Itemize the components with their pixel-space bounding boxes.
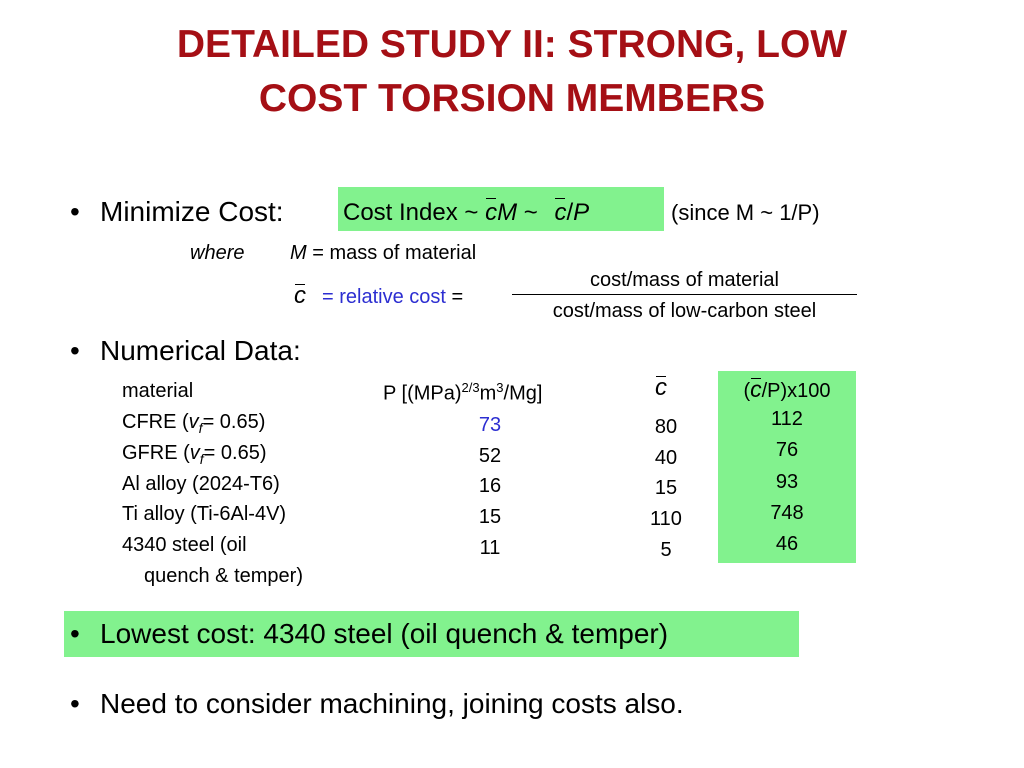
row-p-al: 16	[478, 475, 502, 497]
mass-definition: M = mass of material	[290, 242, 476, 265]
header-p: P [(MPa)2/3m3/Mg]	[383, 380, 542, 406]
fraction-line	[512, 294, 857, 295]
header-p-mid: m	[479, 382, 497, 405]
relative-cost-text: relative cost	[339, 286, 446, 308]
c-bar-symbol-3: c	[294, 282, 306, 309]
slide-title-line2: COST TORSION MEMBERS	[258, 77, 766, 120]
numerical-data-bullet: • Numerical Data:	[70, 335, 301, 367]
c-bar-symbol-5: c	[750, 376, 762, 402]
tilde-symbol: ~	[523, 199, 538, 226]
row-ratio-al: 93	[775, 471, 799, 493]
row-material-steel-cont: quench & temper)	[144, 565, 303, 587]
c-bar-symbol-2: c	[554, 196, 566, 230]
slash-symbol: /	[566, 199, 574, 226]
c-bar-definition-symbol: c	[294, 282, 306, 310]
cfre-fraction: = 0.65)	[202, 411, 266, 433]
cost-index-expression: Cost Index ~ cM ~ c/P	[343, 196, 589, 230]
minimize-cost-bullet: • Minimize Cost:	[70, 196, 284, 228]
gfre-fraction: = 0.65)	[203, 442, 267, 464]
row-ratio-gfre: 76	[775, 439, 799, 461]
lowest-cost-bullet: • Lowest cost: 4340 steel (oil quench & t…	[70, 618, 668, 650]
bullet-dot: •	[70, 335, 80, 366]
row-c-gfre: 40	[654, 447, 678, 469]
row-p-cfre: 73	[478, 414, 502, 436]
row-c-ti: 110	[650, 508, 682, 530]
c-bar-symbol: c	[485, 196, 497, 230]
numerical-data-label: Numerical Data:	[100, 335, 301, 366]
cost-index-prefix: Cost Index ~	[343, 199, 479, 226]
row-p-ti: 15	[478, 506, 502, 528]
row-c-al: 15	[654, 477, 678, 499]
vf-subscript: f	[198, 420, 203, 436]
vf-variable: v	[188, 411, 199, 433]
row-p-gfre: 52	[478, 445, 502, 467]
header-p-exp2: 3	[496, 380, 504, 395]
header-ratio-open: (	[743, 380, 751, 402]
vf-variable: v	[189, 442, 200, 464]
bullet-dot: •	[70, 688, 80, 719]
equals-sign-1: =	[322, 286, 334, 308]
row-material-al: Al alloy (2024-T6)	[122, 473, 280, 495]
row-material-steel: 4340 steel (oil	[122, 534, 247, 556]
c-bar-symbol-4: c	[655, 374, 667, 401]
slide-title-line1: DETAILED STUDY II: STRONG, LOW	[176, 23, 848, 66]
row-ratio-steel: 46	[775, 533, 799, 555]
header-p-exp1: 2/3	[461, 380, 480, 395]
m-symbol: M	[497, 199, 518, 226]
row-material-gfre: GFRE (vf= 0.65)	[122, 442, 267, 467]
row-material-ti: Ti alloy (Ti-6Al-4V)	[122, 503, 287, 525]
ratio-column-highlight	[718, 371, 856, 563]
cost-index-highlight	[338, 187, 664, 231]
minimize-cost-label: Minimize Cost:	[100, 196, 284, 227]
header-material: material	[122, 380, 194, 402]
fraction-denominator: cost/mass of low-carbon steel	[552, 300, 817, 322]
vf-subscript: f	[199, 451, 204, 467]
row-ratio-ti: 748	[770, 502, 804, 524]
gfre-name: GFRE (	[122, 442, 190, 464]
header-p-suffix: /Mg]	[503, 382, 543, 405]
relative-cost-label: = relative cost =	[322, 286, 463, 309]
m-variable: M	[290, 242, 307, 264]
lowest-cost-highlight	[64, 611, 799, 657]
row-c-cfre: 80	[654, 416, 678, 438]
equals-sign-2: =	[451, 286, 464, 308]
row-c-steel: 5	[660, 539, 672, 561]
bullet-dot: •	[70, 196, 80, 227]
since-note: (since M ~ 1/P)	[671, 200, 820, 225]
bullet-dot: •	[70, 618, 80, 649]
cfre-name: CFRE (	[122, 411, 189, 433]
header-ratio-close: /P)x100	[761, 380, 831, 402]
fraction-numerator: cost/mass of material	[590, 269, 779, 291]
row-p-steel: 11	[479, 537, 501, 559]
row-ratio-cfre: 112	[771, 408, 803, 430]
header-c-bar: c	[655, 374, 667, 402]
where-label: where	[190, 242, 245, 264]
header-ratio: (c/P)x100	[718, 376, 856, 403]
header-p-prefix: P [(MPa)	[383, 382, 462, 405]
mass-definition-text: = mass of material	[312, 242, 477, 264]
row-material-cfre: CFRE (vf= 0.65)	[122, 411, 265, 436]
consider-costs-bullet: • Need to consider machining, joining cos…	[70, 688, 684, 720]
consider-costs-text: Need to consider machining, joining cost…	[100, 688, 684, 719]
p-symbol: P	[573, 199, 590, 226]
lowest-cost-text: Lowest cost: 4340 steel (oil quench & te…	[100, 618, 669, 649]
